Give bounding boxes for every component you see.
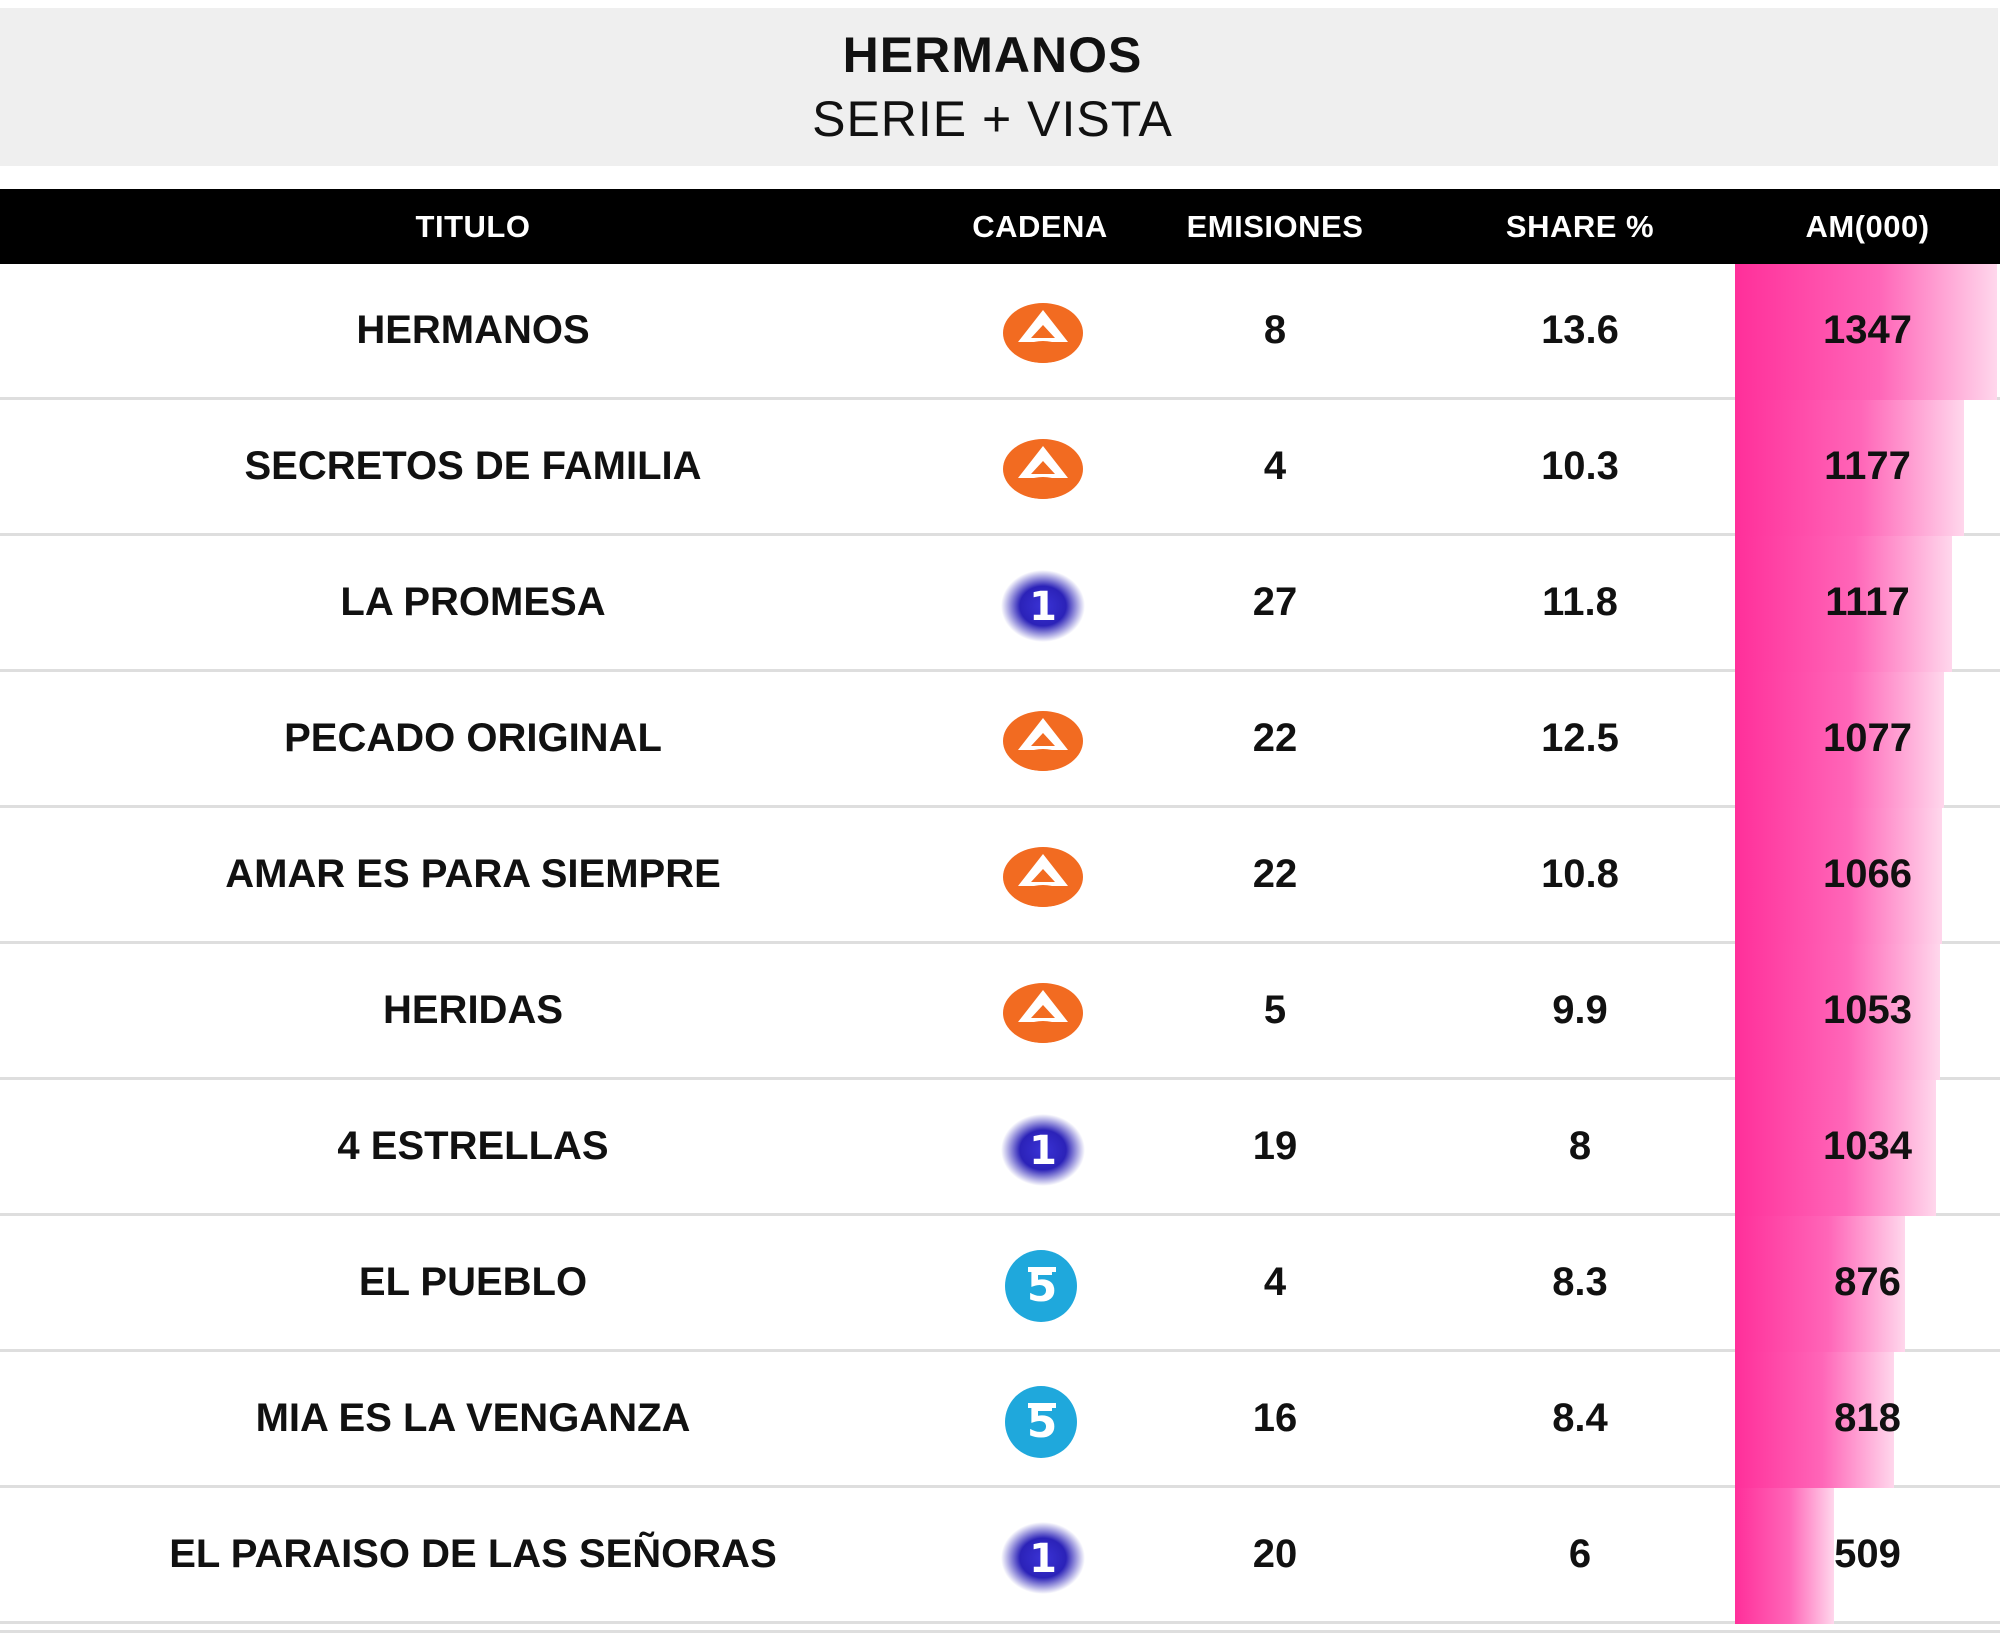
column-header-titulo: TITULO — [415, 209, 531, 244]
chart-subtitle: SERIE + VISTA — [812, 91, 1173, 147]
cell-share: 9.9 — [1552, 988, 1608, 1032]
cell-emisiones: 4 — [1263, 1260, 1287, 1304]
cell-titulo: LA PROMESA — [340, 580, 606, 624]
cell-titulo: 4 ESTRELLAS — [337, 1124, 609, 1168]
svg-text:1: 1 — [1029, 1128, 1057, 1174]
am-bar — [1735, 1488, 1834, 1624]
cell-share: 11.8 — [1542, 580, 1618, 624]
cell-emisiones: 27 — [1252, 580, 1298, 624]
column-header-row: TITULO CADENA EMISIONES SHARE % AM(000) — [0, 189, 2000, 264]
antena3-icon — [998, 704, 1088, 780]
antena3-icon — [998, 840, 1088, 916]
am-bar — [1735, 808, 1942, 944]
cell-am: 1034 — [1823, 1124, 1912, 1168]
am-bar — [1735, 944, 1940, 1080]
cell-am: 1117 — [1825, 580, 1910, 624]
table-row: EL PARAISO DE LAS SEÑORAS 1 20 6 509 — [0, 1488, 2000, 1624]
table-row: HERMANOS 8 13.6 1347 — [0, 264, 2000, 400]
cell-am: 1077 — [1823, 716, 1912, 760]
column-header-share: SHARE % — [1505, 209, 1655, 244]
am-bar — [1735, 536, 1952, 672]
cell-emisiones: 22 — [1252, 716, 1298, 760]
am-bar — [1735, 1216, 1905, 1352]
cell-emisiones: 16 — [1252, 1396, 1298, 1440]
cell-emisiones: 4 — [1263, 444, 1287, 488]
cell-titulo: EL PUEBLO — [358, 1260, 588, 1304]
am-bar — [1735, 672, 1944, 808]
cell-titulo: SECRETOS DE FAMILIA — [244, 444, 702, 488]
cell-am: 509 — [1834, 1532, 1901, 1576]
chart-title: HERMANOS — [842, 27, 1143, 83]
cell-titulo: HERIDAS — [382, 988, 564, 1032]
cell-share: 13.6 — [1541, 308, 1619, 352]
cell-share: 8.3 — [1552, 1260, 1608, 1304]
cell-emisiones: 5 — [1263, 988, 1287, 1032]
cell-am: 1053 — [1823, 988, 1912, 1032]
header-band — [0, 8, 1998, 166]
cell-share: 10.8 — [1541, 852, 1619, 896]
cell-titulo: HERMANOS — [356, 308, 590, 352]
cell-share: 8.4 — [1552, 1396, 1608, 1440]
la1-icon: 1 — [998, 1112, 1088, 1188]
cell-am: 1177 — [1824, 444, 1911, 488]
cell-share: 10.3 — [1541, 444, 1619, 488]
telecinco-icon: 5 — [998, 1384, 1088, 1460]
table-row: EL PUEBLO 5 4 8.3 876 — [0, 1216, 2000, 1352]
cell-emisiones: 20 — [1252, 1532, 1298, 1576]
table-row: 4 ESTRELLAS 1 19 8 1034 — [0, 1080, 2000, 1216]
table-row: MIA ES LA VENGANZA 5 16 8.4 818 — [0, 1352, 2000, 1488]
am-bar — [1735, 1352, 1894, 1488]
table-row: LA PROMESA 1 27 11.8 1117 — [0, 536, 2000, 672]
cell-titulo: EL PARAISO DE LAS SEÑORAS — [169, 1532, 777, 1576]
am-bar — [1735, 400, 1964, 536]
cell-emisiones: 8 — [1263, 308, 1287, 352]
am-bar — [1735, 1080, 1936, 1216]
cell-titulo: AMAR ES PARA SIEMPRE — [225, 852, 721, 896]
cell-emisiones: 19 — [1252, 1124, 1298, 1168]
am-bar — [1735, 264, 1997, 400]
cell-am: 876 — [1834, 1260, 1901, 1304]
cell-titulo: PECADO ORIGINAL — [284, 716, 662, 760]
cell-am: 1066 — [1823, 852, 1912, 896]
svg-text:1: 1 — [1029, 584, 1057, 630]
cell-share: 8 — [1568, 1124, 1592, 1168]
table-row: HERIDAS 5 9.9 1053 — [0, 944, 2000, 1080]
cell-am: 1347 — [1823, 308, 1912, 352]
table-bottom-divider — [0, 1630, 2000, 1633]
antena3-icon — [998, 432, 1088, 508]
cell-titulo: MIA ES LA VENGANZA — [255, 1396, 691, 1440]
cell-emisiones: 22 — [1252, 852, 1298, 896]
table-row: AMAR ES PARA SIEMPRE 22 10.8 1066 — [0, 808, 2000, 944]
cell-share: 12.5 — [1541, 716, 1619, 760]
table-row: SECRETOS DE FAMILIA 4 10.3 1177 — [0, 400, 2000, 536]
cell-am: 818 — [1834, 1396, 1901, 1440]
antena3-icon — [998, 976, 1088, 1052]
la1-icon: 1 — [998, 568, 1088, 644]
column-header-am: AM(000) — [1805, 209, 1930, 244]
table-row: PECADO ORIGINAL 22 12.5 1077 — [0, 672, 2000, 808]
column-header-emisiones: EMISIONES — [1186, 209, 1364, 244]
cell-share: 6 — [1568, 1532, 1592, 1576]
column-header-cadena: CADENA — [972, 209, 1108, 244]
antena3-icon — [998, 296, 1088, 372]
telecinco-icon: 5 — [998, 1248, 1088, 1324]
svg-text:1: 1 — [1029, 1536, 1057, 1582]
la1-icon: 1 — [998, 1520, 1088, 1596]
